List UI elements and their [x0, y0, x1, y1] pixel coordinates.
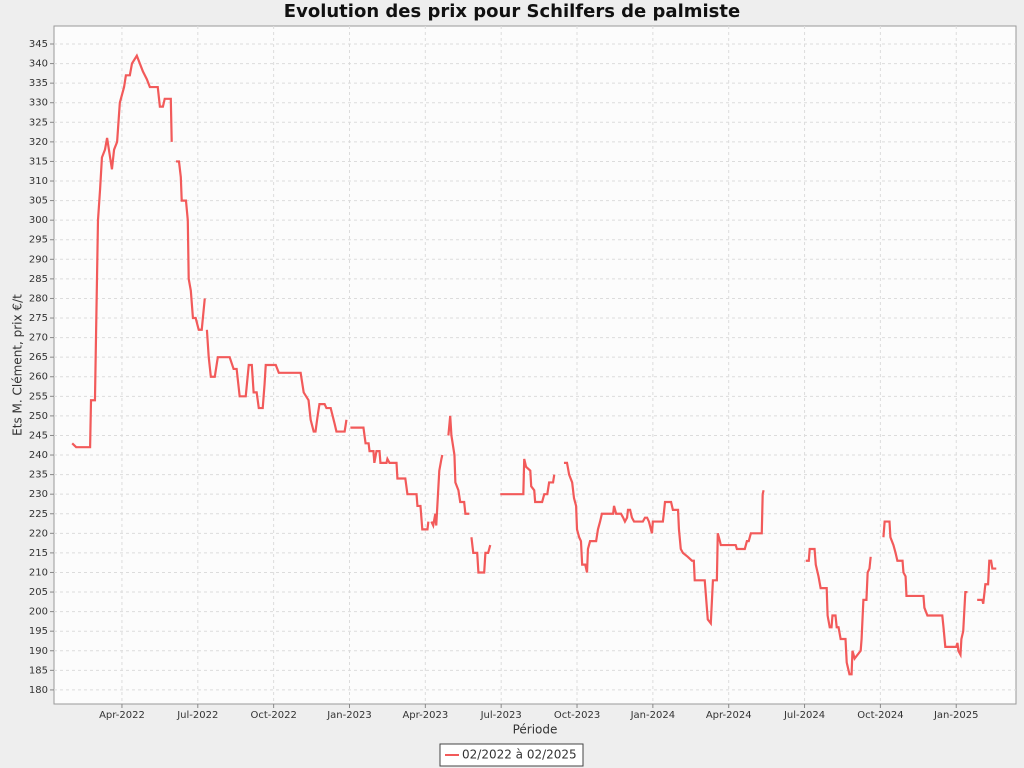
series-line: [805, 547, 872, 676]
series-line: [882, 520, 968, 659]
series-line: [977, 559, 997, 605]
y-tick-label: 230: [29, 489, 48, 500]
series-line: [71, 53, 173, 449]
x-tick-label: Oct-2022: [250, 710, 296, 721]
y-tick-label: 320: [29, 137, 48, 148]
x-tick-label: Jul-2024: [783, 710, 825, 721]
y-tick-label: 300: [29, 215, 48, 226]
y-tick-label: 180: [29, 685, 48, 696]
y-tick-label: 275: [29, 313, 48, 324]
series-line: [470, 537, 492, 574]
x-tick-label: Oct-2023: [554, 710, 600, 721]
series-line: [430, 454, 444, 530]
y-tick-label: 330: [29, 98, 48, 109]
y-tick-label: 210: [29, 567, 48, 578]
x-tick-label: Jul-2023: [480, 710, 522, 721]
series-line: [447, 415, 470, 515]
x-tick-label: Apr-2023: [402, 710, 448, 721]
x-tick-label: Jan-2024: [630, 710, 675, 721]
x-tick-label: Jan-2025: [933, 710, 978, 721]
y-tick-label: 340: [29, 59, 48, 70]
plot-area: [53, 25, 1017, 705]
series-line: [563, 461, 765, 627]
x-tick-label: Oct-2024: [857, 710, 903, 721]
y-tick-label: 305: [29, 196, 48, 207]
x-tick-label: Jan-2023: [326, 710, 371, 721]
y-tick-label: 285: [29, 274, 48, 285]
legend-box: [439, 743, 584, 767]
series-line: [350, 426, 430, 531]
y-tick-label: 240: [29, 450, 48, 461]
series-line: [205, 329, 348, 433]
y-tick-label: 260: [29, 372, 48, 383]
axes: 180 185 190 195 200 205 210 215 220 225 230 235 240 2…: [29, 26, 1016, 721]
x-tick-label: Apr-2024: [706, 710, 752, 721]
series-line: [175, 160, 206, 331]
y-tick-label: 235: [29, 470, 48, 481]
x-axis-label: Période: [513, 723, 558, 737]
legend-label: 02/2022 à 02/2025: [462, 748, 577, 762]
y-tick-label: 250: [29, 411, 48, 422]
y-tick-label: 290: [29, 254, 48, 265]
y-tick-label: 245: [29, 430, 48, 441]
y-tick-label: 185: [29, 665, 48, 676]
y-tick-label: 265: [29, 352, 48, 363]
y-tick-label: 225: [29, 509, 48, 520]
y-tick-label: 200: [29, 607, 48, 618]
y-axis-label: Ets M. Clément, prix €/t: [11, 294, 25, 436]
y-tick-label: 335: [29, 78, 48, 89]
y-tick-label: 325: [29, 117, 48, 128]
y-tick-label: 205: [29, 587, 48, 598]
y-tick-label: 190: [29, 646, 48, 657]
y-tick-label: 345: [29, 39, 48, 50]
x-tick-label: Apr-2022: [99, 710, 145, 721]
y-tick-label: 310: [29, 176, 48, 187]
x-tick-label: Jul-2022: [176, 710, 218, 721]
y-tick-label: 295: [29, 235, 48, 246]
series-line: [500, 458, 556, 504]
y-tick-label: 195: [29, 626, 48, 637]
y-tick-label: 315: [29, 156, 48, 167]
legend: 02/2022 à 02/2025: [439, 743, 584, 767]
y-tick-label: 215: [29, 548, 48, 559]
y-tick-label: 220: [29, 528, 48, 539]
y-tick-label: 280: [29, 293, 48, 304]
chart-title: Evolution des prix pour Schilfers de pal…: [284, 1, 740, 22]
y-tick-label: 255: [29, 391, 48, 402]
y-tick-label: 270: [29, 333, 48, 344]
